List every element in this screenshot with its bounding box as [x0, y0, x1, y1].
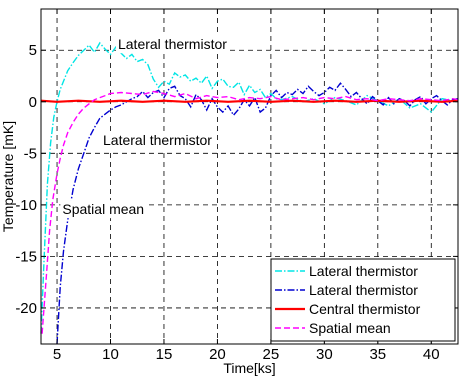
y-tick-label: -20 [15, 300, 37, 317]
annotation-text: Lateral thermistor [118, 36, 227, 52]
y-tick-label: 5 [29, 42, 37, 59]
x-axis-label: Time[ks] [223, 360, 275, 376]
x-tick-label: 5 [53, 346, 61, 363]
x-tick-label: 20 [209, 346, 226, 363]
annotation-2: Lateral thermistor [101, 131, 215, 150]
annotation-background [115, 35, 230, 54]
x-tick-label: 15 [156, 346, 173, 363]
series-line-1 [40, 41, 459, 334]
y-tick-label: -10 [15, 197, 37, 214]
annotation-3: Spatial mean [60, 200, 147, 219]
x-tick-label: 30 [316, 346, 333, 363]
annotation-background [101, 131, 215, 150]
plot-frame [40, 8, 459, 345]
series-lines [40, 41, 459, 345]
annotation-text: Spatial mean [62, 201, 144, 217]
legend-box [270, 258, 456, 342]
x-tick-label: 40 [423, 346, 440, 363]
series-line-2 [56, 82, 459, 345]
series-line-4 [41, 90, 459, 334]
axis-ticks: 5 10 15 20 25 30 35 40 -20 -15 -10 -5 0 5 [15, 9, 458, 363]
annotations: Lateral thermistor Lateral thermistor Spat… [60, 35, 230, 219]
y-axis-label: Temperature [mK] [0, 121, 16, 232]
y-tick-label: -15 [15, 248, 37, 265]
x-tick-label: 35 [369, 346, 386, 363]
legend-label: Lateral thermistor [309, 282, 418, 298]
annotation-background [60, 200, 147, 219]
y-tick-label: 0 [29, 94, 37, 111]
legend-label: Spatial mean [309, 320, 391, 336]
x-tick-label: 25 [263, 346, 280, 363]
annotation-text: Lateral thermistor [103, 132, 212, 148]
annotation-1: Lateral thermistor [115, 35, 230, 54]
series-line-3 [40, 99, 459, 103]
y-tick-label: -5 [24, 145, 37, 162]
legend-label: Lateral thermistor [309, 263, 418, 279]
legend: Lateral thermistor Lateral thermistor Cent… [270, 258, 456, 342]
legend-label: Central thermistor [309, 301, 421, 317]
x-tick-label: 10 [102, 346, 119, 363]
